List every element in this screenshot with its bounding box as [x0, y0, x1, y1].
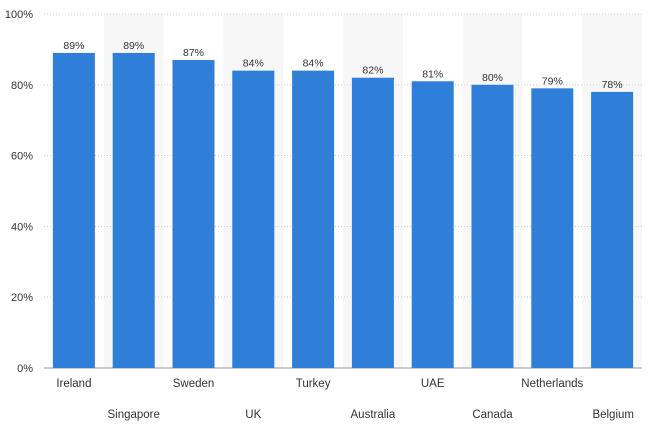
y-tick-label: 40% — [11, 221, 33, 233]
y-tick-label: 60% — [11, 151, 33, 163]
y-tick-label: 0% — [17, 363, 33, 375]
x-tick-label: Turkey — [296, 378, 331, 390]
y-tick-label: 100% — [5, 9, 33, 21]
bar[interactable] — [172, 60, 215, 369]
x-tick-label: UK — [245, 409, 261, 421]
data-label: 81% — [422, 68, 443, 80]
data-label: 82% — [362, 65, 383, 77]
x-tick-label: Ireland — [56, 378, 91, 390]
bar[interactable] — [531, 88, 574, 368]
bar[interactable] — [292, 70, 335, 368]
y-axis: 0% 20% 40% 60% 80% 100% — [5, 9, 33, 375]
bar[interactable] — [591, 91, 634, 368]
data-label: 80% — [482, 72, 503, 84]
y-tick-label: 80% — [11, 80, 33, 92]
x-tick-label: Belgium — [592, 409, 634, 421]
x-tick-label: Singapore — [107, 409, 159, 421]
data-labels: 89% 89% 87% 84% 84% 82% 81% 80% 79% 78% — [63, 40, 622, 91]
data-label: 89% — [123, 40, 144, 52]
data-label: 84% — [243, 58, 264, 70]
x-tick-label: UAE — [421, 378, 445, 390]
x-tick-label: Canada — [472, 409, 513, 421]
data-label: 78% — [602, 79, 623, 91]
bar[interactable] — [471, 84, 514, 369]
data-label: 89% — [63, 40, 84, 52]
bar[interactable] — [411, 81, 454, 368]
x-axis: Ireland Singapore Sweden UK Turkey Australia U… — [56, 378, 634, 421]
x-tick-label: Sweden — [173, 378, 215, 390]
bar[interactable] — [52, 52, 95, 368]
bar[interactable] — [112, 52, 155, 368]
bar[interactable] — [232, 70, 275, 368]
y-tick-label: 20% — [11, 292, 33, 304]
data-label: 79% — [542, 75, 563, 87]
data-label: 87% — [183, 47, 204, 59]
bar[interactable] — [351, 77, 394, 368]
x-tick-label: Netherlands — [521, 378, 583, 390]
x-tick-label: Australia — [351, 409, 396, 421]
bars — [52, 52, 634, 369]
data-label: 84% — [303, 58, 324, 70]
